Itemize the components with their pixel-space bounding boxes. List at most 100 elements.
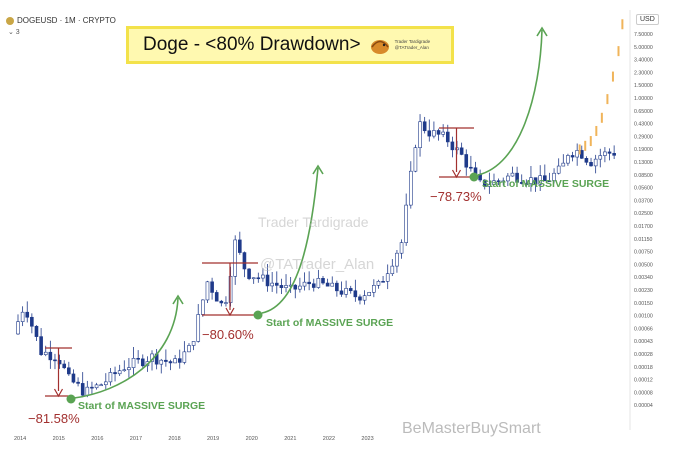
y-tick-label: 0.00012 xyxy=(634,378,653,384)
candle-body xyxy=(529,177,533,184)
candle-body xyxy=(76,381,80,384)
candle-body xyxy=(570,155,575,158)
candle-body xyxy=(385,273,390,282)
y-tick-label: 3.40000 xyxy=(634,58,653,64)
projection-candle xyxy=(617,46,620,57)
candle-body xyxy=(381,281,385,283)
projection-candle xyxy=(600,112,603,123)
candle-body xyxy=(71,373,76,383)
candle-body xyxy=(219,300,224,304)
candle-body xyxy=(409,170,413,206)
candle-body xyxy=(358,296,362,301)
candle-body xyxy=(496,180,501,183)
candle-body xyxy=(302,281,307,287)
candle-body xyxy=(561,162,566,167)
candle-body xyxy=(441,131,445,135)
y-tick-label: 0.00018 xyxy=(634,365,653,371)
candle-body xyxy=(131,357,136,368)
x-tick-label: 2014 xyxy=(14,436,26,442)
y-tick-label: 5.00000 xyxy=(634,45,653,51)
candle-body xyxy=(265,274,270,287)
candle-body xyxy=(224,302,228,304)
candle-body xyxy=(247,268,251,279)
candle-body xyxy=(67,367,71,375)
candle-body xyxy=(164,359,168,362)
surge-start-dot xyxy=(469,172,479,182)
candle-body xyxy=(16,321,20,335)
candle-body xyxy=(113,372,117,375)
candle-body xyxy=(201,299,205,315)
y-tick-label: 0.01700 xyxy=(634,224,653,230)
candle-body xyxy=(533,177,538,185)
candle-body xyxy=(233,239,237,277)
candle-body xyxy=(136,357,140,360)
candle-body xyxy=(487,184,492,187)
candle-body xyxy=(168,361,173,364)
x-tick-label: 2016 xyxy=(91,436,103,442)
y-tick-label: 0.00100 xyxy=(634,314,653,320)
y-tick-label: 0.03700 xyxy=(634,198,653,204)
candle-body xyxy=(20,311,25,322)
surge-arrow-head xyxy=(536,26,548,37)
candle-body xyxy=(43,351,48,355)
candle-body xyxy=(214,292,219,302)
x-tick-label: 2020 xyxy=(246,436,258,442)
candle-body xyxy=(399,242,404,254)
candle-body xyxy=(80,383,85,396)
candle-body xyxy=(367,292,372,296)
candle-body xyxy=(39,336,43,355)
drawdown-arrow-head xyxy=(451,169,462,179)
watermark-handle: @TATrader_Alan xyxy=(260,256,375,273)
surge-start-dot xyxy=(253,310,263,320)
candle-body xyxy=(395,252,399,267)
candle-body xyxy=(547,180,552,183)
indicator-toggle[interactable]: ⌄ 3 xyxy=(8,29,20,36)
candle-body xyxy=(90,386,94,389)
candle-body xyxy=(422,121,427,132)
y-tick-label: 0.13000 xyxy=(634,160,653,166)
candle-body xyxy=(362,295,367,301)
surge-arrow xyxy=(261,167,319,314)
candle-body xyxy=(330,282,335,287)
candle-body xyxy=(307,281,311,285)
candle-body xyxy=(552,172,556,182)
symbol-header: DOGEUSD · 1M · CRYPTO xyxy=(6,16,116,25)
candle-body xyxy=(196,314,201,342)
projection-candle xyxy=(611,71,614,82)
candle-body xyxy=(187,345,191,353)
y-tick-label: 0.65000 xyxy=(634,109,653,115)
y-tick-label: 0.08500 xyxy=(634,173,653,179)
y-tick-label: 0.00066 xyxy=(634,326,653,332)
candle-body xyxy=(445,131,450,143)
candle-body xyxy=(427,130,432,137)
candle-body xyxy=(53,359,57,362)
candle-body xyxy=(293,284,298,290)
candle-body xyxy=(372,285,376,293)
candle-body xyxy=(376,281,381,286)
candle-body xyxy=(122,369,127,372)
symbol-line: DOGEUSD · 1M · CRYPTO xyxy=(17,16,116,25)
candle-body xyxy=(339,290,344,295)
x-tick-label: 2023 xyxy=(361,436,373,442)
candle-body xyxy=(256,277,261,280)
candle-body xyxy=(538,175,542,185)
candle-body xyxy=(173,358,177,364)
x-tick-label: 2022 xyxy=(323,436,335,442)
candle-body xyxy=(85,386,90,396)
candle-body xyxy=(432,130,436,137)
candle-body xyxy=(325,282,330,287)
y-tick-label: 0.29000 xyxy=(634,134,653,140)
projection-candle xyxy=(584,140,587,151)
currency-badge[interactable]: USD xyxy=(636,14,659,25)
candle-body xyxy=(607,151,612,154)
y-tick-label: 0.00750 xyxy=(634,250,653,256)
candle-body xyxy=(159,359,164,365)
drawdown-label: −81.58% xyxy=(28,411,80,426)
y-tick-label: 1.00000 xyxy=(634,96,653,102)
candle-body xyxy=(593,158,598,167)
candle-body xyxy=(524,183,529,185)
watermark-name: Trader Tardigrade xyxy=(258,214,369,230)
projection-candle xyxy=(578,144,581,155)
y-tick-label: 0.00230 xyxy=(634,288,653,294)
